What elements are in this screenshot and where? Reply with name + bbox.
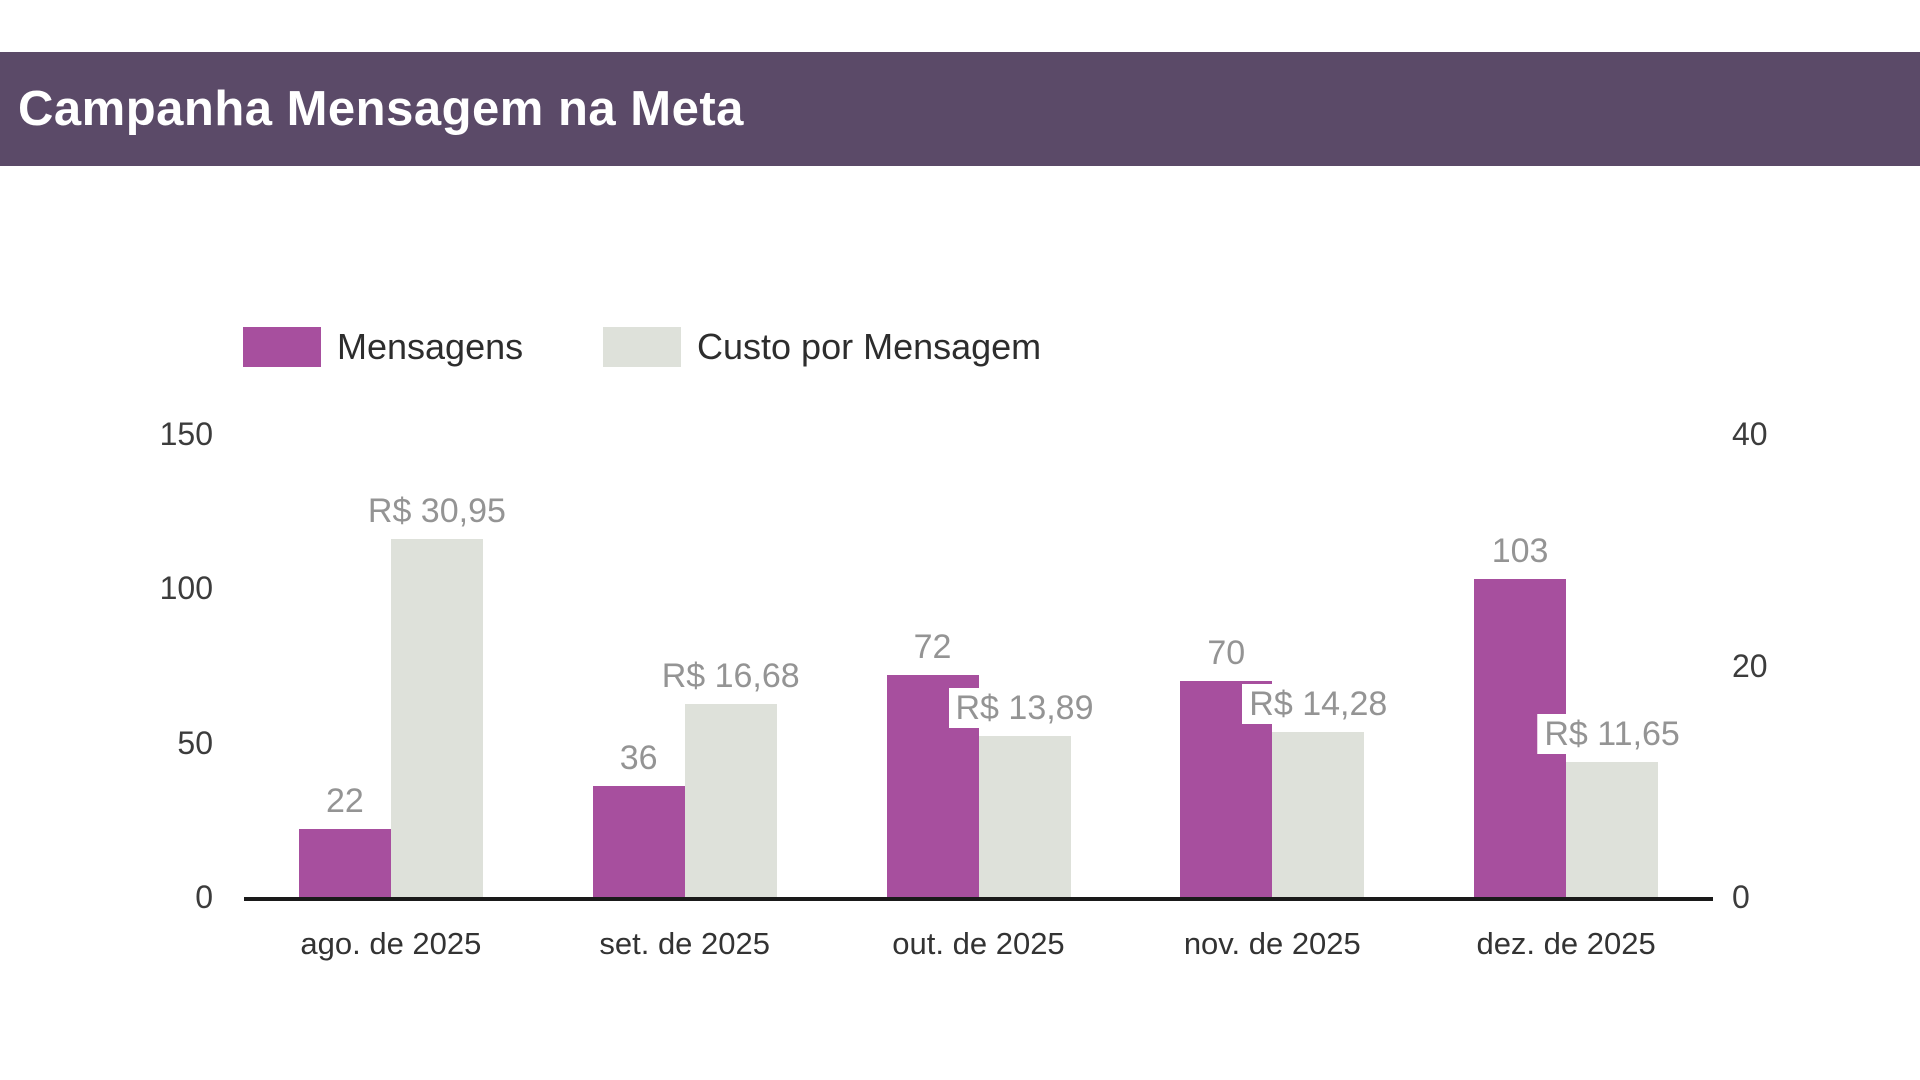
legend-item-custo-por-mensagem[interactable]: Custo por Mensagem <box>603 326 1042 367</box>
x-axis-label-set. de 2025: set. de 2025 <box>599 926 770 961</box>
bar-value-label-custo-ago. de 2025: R$ 30,95 <box>360 490 513 531</box>
bar-value-label-mensagens-set. de 2025: 36 <box>612 737 665 778</box>
right-axis-tick-40: 40 <box>1732 416 1768 452</box>
legend-swatch-mensagens <box>243 327 321 367</box>
bar-value-label-mensagens-out. de 2025: 72 <box>906 626 959 667</box>
bar-custo-nov. de 2025[interactable] <box>1272 731 1365 897</box>
bar-value-label-mensagens-nov. de 2025: 70 <box>1200 632 1253 673</box>
bar-value-label-custo-out. de 2025: R$ 13,89 <box>948 688 1101 729</box>
bar-custo-ago. de 2025[interactable] <box>390 538 483 897</box>
left-axis-tick-100: 100 <box>159 570 213 607</box>
x-axis-label-nov. de 2025: nov. de 2025 <box>1183 926 1361 961</box>
x-axis-line <box>244 897 1713 901</box>
legend-swatch-custo-por-mensagem <box>603 327 681 367</box>
legend-label-mensagens: Mensagens <box>337 326 524 367</box>
legend-label-custo-por-mensagem: Custo por Mensagem <box>697 326 1042 367</box>
bar-custo-out. de 2025[interactable] <box>978 736 1071 897</box>
bar-value-label-custo-set. de 2025: R$ 16,68 <box>654 655 807 696</box>
bar-value-label-mensagens-dez. de 2025: 103 <box>1484 531 1556 572</box>
bar-mensagens-ago. de 2025[interactable] <box>298 829 391 897</box>
right-axis-tick-0: 0 <box>1732 879 1750 915</box>
page-title: Campanha Mensagem na Meta <box>18 82 744 136</box>
right-axis-tick-20: 20 <box>1732 647 1768 684</box>
bar-value-label-mensagens-ago. de 2025: 22 <box>318 781 371 822</box>
bar-custo-dez. de 2025[interactable] <box>1566 762 1659 897</box>
x-axis-label-out. de 2025: out. de 2025 <box>892 926 1065 961</box>
x-axis-label-dez. de 2025: dez. de 2025 <box>1476 926 1656 961</box>
bar-mensagens-set. de 2025[interactable] <box>592 785 685 897</box>
left-axis-tick-150: 150 <box>159 416 213 452</box>
bar-custo-set. de 2025[interactable] <box>684 703 777 897</box>
bar-value-label-custo-dez. de 2025: R$ 11,65 <box>1537 714 1687 755</box>
x-axis-label-ago. de 2025: ago. de 2025 <box>300 926 482 961</box>
left-axis-tick-50: 50 <box>177 724 213 761</box>
page-header: Campanha Mensagem na Meta <box>0 52 1920 166</box>
left-axis-tick-0: 0 <box>195 879 213 915</box>
bar-value-label-custo-nov. de 2025: R$ 14,28 <box>1242 683 1395 724</box>
legend-item-mensagens[interactable]: Mensagens <box>243 326 524 367</box>
